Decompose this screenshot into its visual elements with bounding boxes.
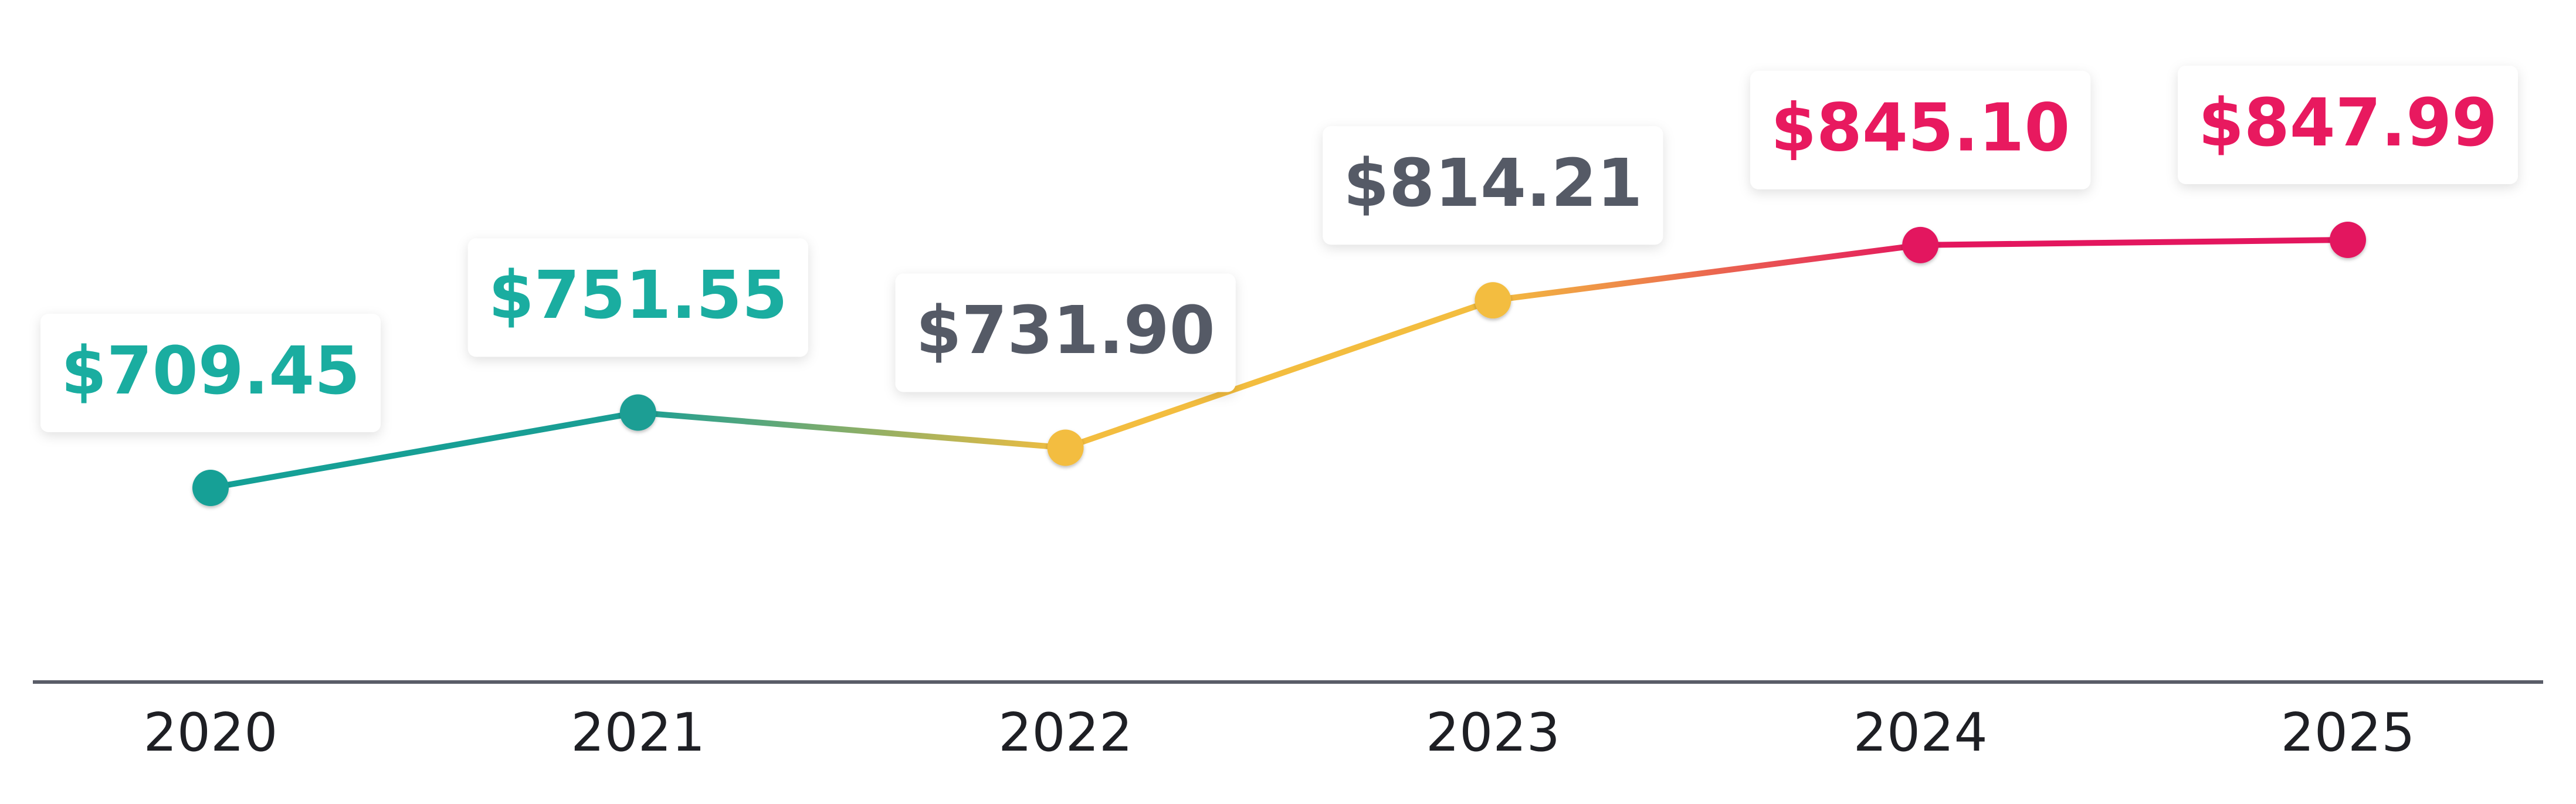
value-label: $847.99 (2198, 85, 2497, 161)
value-label: $731.90 (916, 293, 1215, 369)
value-label-box (2178, 66, 2518, 184)
data-point (1047, 429, 1084, 466)
x-tick-label: 2025 (2280, 702, 2415, 764)
line (208, 237, 2351, 491)
value-label-box (467, 238, 808, 357)
value-label: $751.55 (489, 257, 788, 334)
value-label-box (895, 273, 1236, 392)
value-label: $845.10 (1771, 90, 2070, 167)
data-point (619, 394, 656, 431)
data-point (1475, 282, 1511, 319)
x-tick-label: 2023 (1426, 702, 1560, 764)
x-tick-label: 2024 (1853, 702, 1988, 764)
value-label: $709.45 (61, 333, 360, 409)
data-point (192, 470, 229, 506)
value-label-box (1750, 70, 2091, 189)
x-tick-label: 2021 (571, 702, 705, 764)
data-point (2330, 222, 2366, 258)
x-tick-label: 2022 (998, 702, 1133, 764)
value-label: $814.21 (1343, 145, 1642, 222)
x-tick-label: 2020 (143, 702, 277, 764)
value-label-box (1323, 126, 1663, 245)
data-point (1902, 226, 1939, 263)
value-label-box (40, 314, 381, 432)
